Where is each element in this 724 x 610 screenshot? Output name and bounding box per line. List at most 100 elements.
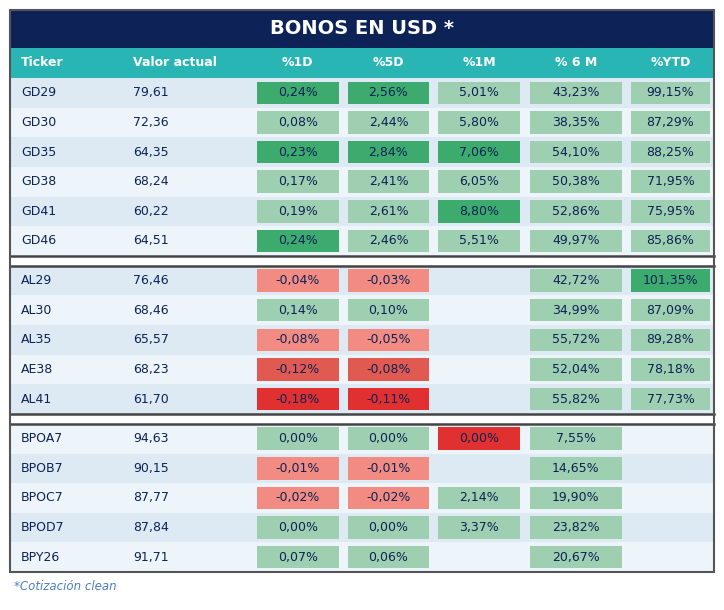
Bar: [257, 487, 339, 509]
Bar: [257, 457, 339, 479]
Text: %1D: %1D: [282, 57, 313, 70]
Bar: [257, 200, 339, 223]
Bar: [348, 200, 429, 223]
Bar: [10, 167, 714, 196]
Text: -0,01%: -0,01%: [366, 462, 411, 475]
Text: *Cotización clean: *Cotización clean: [14, 580, 117, 592]
Text: 54,10%: 54,10%: [552, 146, 599, 159]
Text: 5,51%: 5,51%: [460, 234, 500, 248]
Text: 2,44%: 2,44%: [369, 116, 408, 129]
Bar: [348, 111, 429, 134]
Text: 42,72%: 42,72%: [552, 274, 599, 287]
Text: 7,55%: 7,55%: [556, 432, 596, 445]
Bar: [348, 170, 429, 193]
Bar: [439, 200, 521, 223]
Bar: [348, 230, 429, 252]
Text: 88,25%: 88,25%: [647, 146, 694, 159]
Text: 0,07%: 0,07%: [278, 551, 318, 564]
Bar: [257, 269, 339, 292]
Bar: [10, 414, 714, 424]
Bar: [348, 516, 429, 539]
Text: GD29: GD29: [21, 86, 56, 99]
Bar: [348, 82, 429, 104]
Text: 55,82%: 55,82%: [552, 393, 599, 406]
Text: 91,71: 91,71: [133, 551, 169, 564]
Bar: [530, 329, 622, 351]
Bar: [631, 170, 710, 193]
Bar: [530, 457, 622, 479]
Bar: [530, 200, 622, 223]
Bar: [530, 358, 622, 381]
Text: 85,86%: 85,86%: [647, 234, 694, 248]
Text: -0,03%: -0,03%: [366, 274, 411, 287]
Bar: [631, 358, 710, 381]
Text: 60,22: 60,22: [133, 205, 169, 218]
Text: GD30: GD30: [21, 116, 56, 129]
Bar: [530, 388, 622, 411]
Text: BPY26: BPY26: [21, 551, 60, 564]
Bar: [439, 487, 521, 509]
Text: BPOC7: BPOC7: [21, 492, 64, 504]
Text: 75,95%: 75,95%: [647, 205, 694, 218]
Text: 7,06%: 7,06%: [460, 146, 500, 159]
Bar: [530, 299, 622, 321]
Text: 87,84: 87,84: [133, 521, 169, 534]
Bar: [530, 111, 622, 134]
Text: 87,29%: 87,29%: [647, 116, 694, 129]
Bar: [348, 329, 429, 351]
Text: 6,05%: 6,05%: [460, 175, 500, 188]
Bar: [10, 107, 714, 137]
Text: 90,15: 90,15: [133, 462, 169, 475]
Text: Ticker: Ticker: [21, 57, 64, 70]
Bar: [530, 141, 622, 163]
Text: 0,00%: 0,00%: [369, 521, 408, 534]
Text: 61,70: 61,70: [133, 393, 169, 406]
Bar: [10, 513, 714, 542]
Text: BONOS EN USD *: BONOS EN USD *: [270, 20, 454, 38]
Bar: [348, 358, 429, 381]
Text: 0,24%: 0,24%: [278, 86, 318, 99]
Bar: [631, 388, 710, 411]
Text: 2,14%: 2,14%: [460, 492, 499, 504]
Bar: [631, 111, 710, 134]
Bar: [10, 424, 714, 453]
Text: 99,15%: 99,15%: [647, 86, 694, 99]
Text: BPOD7: BPOD7: [21, 521, 64, 534]
Bar: [530, 269, 622, 292]
Bar: [10, 354, 714, 384]
Bar: [10, 78, 714, 107]
Bar: [10, 256, 714, 266]
Text: 14,65%: 14,65%: [552, 462, 599, 475]
Bar: [10, 453, 714, 483]
Text: -0,01%: -0,01%: [275, 462, 320, 475]
Bar: [530, 546, 622, 569]
Text: 0,08%: 0,08%: [278, 116, 318, 129]
Bar: [10, 137, 714, 167]
Text: 0,00%: 0,00%: [278, 521, 318, 534]
Bar: [10, 384, 714, 414]
Text: 0,00%: 0,00%: [459, 432, 500, 445]
Text: 79,61: 79,61: [133, 86, 169, 99]
Bar: [631, 82, 710, 104]
Text: GD35: GD35: [21, 146, 56, 159]
Bar: [257, 546, 339, 569]
Text: 68,46: 68,46: [133, 304, 169, 317]
Text: AE38: AE38: [21, 363, 54, 376]
Bar: [348, 487, 429, 509]
Text: 87,09%: 87,09%: [647, 304, 694, 317]
Text: 8,80%: 8,80%: [459, 205, 500, 218]
Bar: [10, 266, 714, 295]
Text: 68,24: 68,24: [133, 175, 169, 188]
Text: 2,84%: 2,84%: [369, 146, 408, 159]
Bar: [257, 516, 339, 539]
Text: AL30: AL30: [21, 304, 52, 317]
Text: GD38: GD38: [21, 175, 56, 188]
Text: -0,18%: -0,18%: [275, 393, 320, 406]
Bar: [631, 141, 710, 163]
Text: 0,00%: 0,00%: [278, 432, 318, 445]
Bar: [10, 483, 714, 513]
Text: 5,80%: 5,80%: [459, 116, 500, 129]
Bar: [439, 141, 521, 163]
Text: 0,24%: 0,24%: [278, 234, 318, 248]
Text: 0,06%: 0,06%: [369, 551, 408, 564]
